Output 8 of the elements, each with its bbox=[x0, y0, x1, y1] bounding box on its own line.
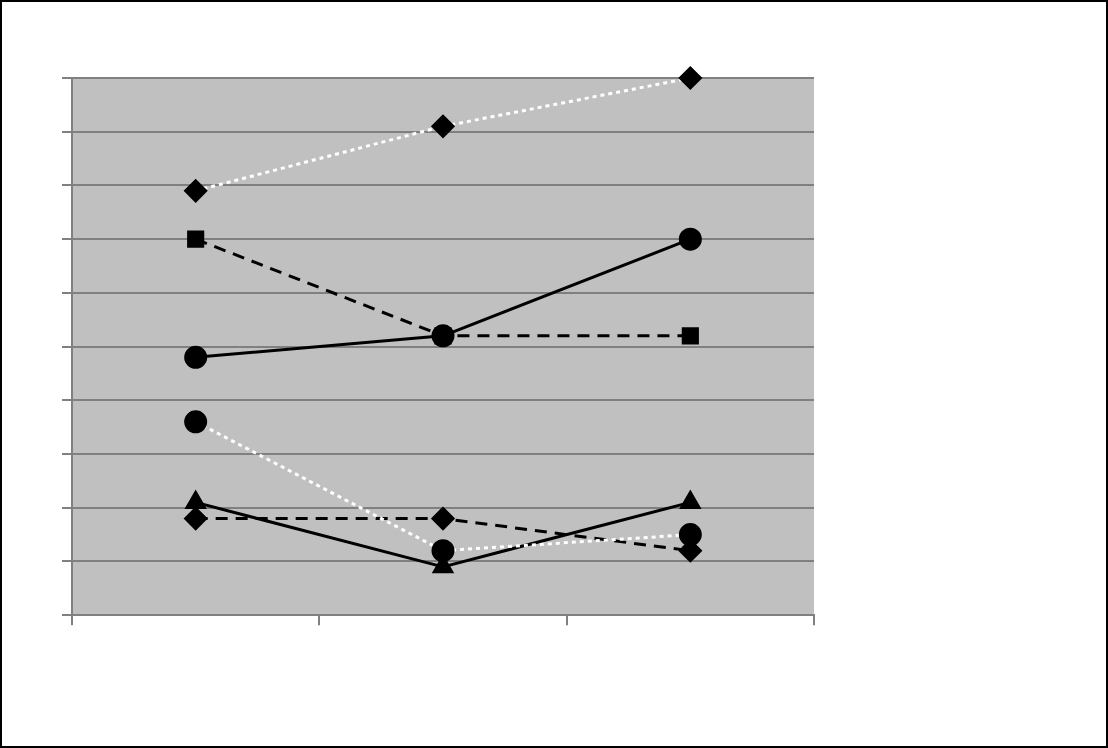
point bbox=[184, 507, 208, 530]
point bbox=[184, 345, 208, 369]
point bbox=[185, 490, 206, 509]
point bbox=[187, 230, 205, 248]
point bbox=[681, 327, 699, 345]
point bbox=[678, 227, 702, 251]
point bbox=[431, 507, 455, 530]
point bbox=[680, 490, 701, 509]
